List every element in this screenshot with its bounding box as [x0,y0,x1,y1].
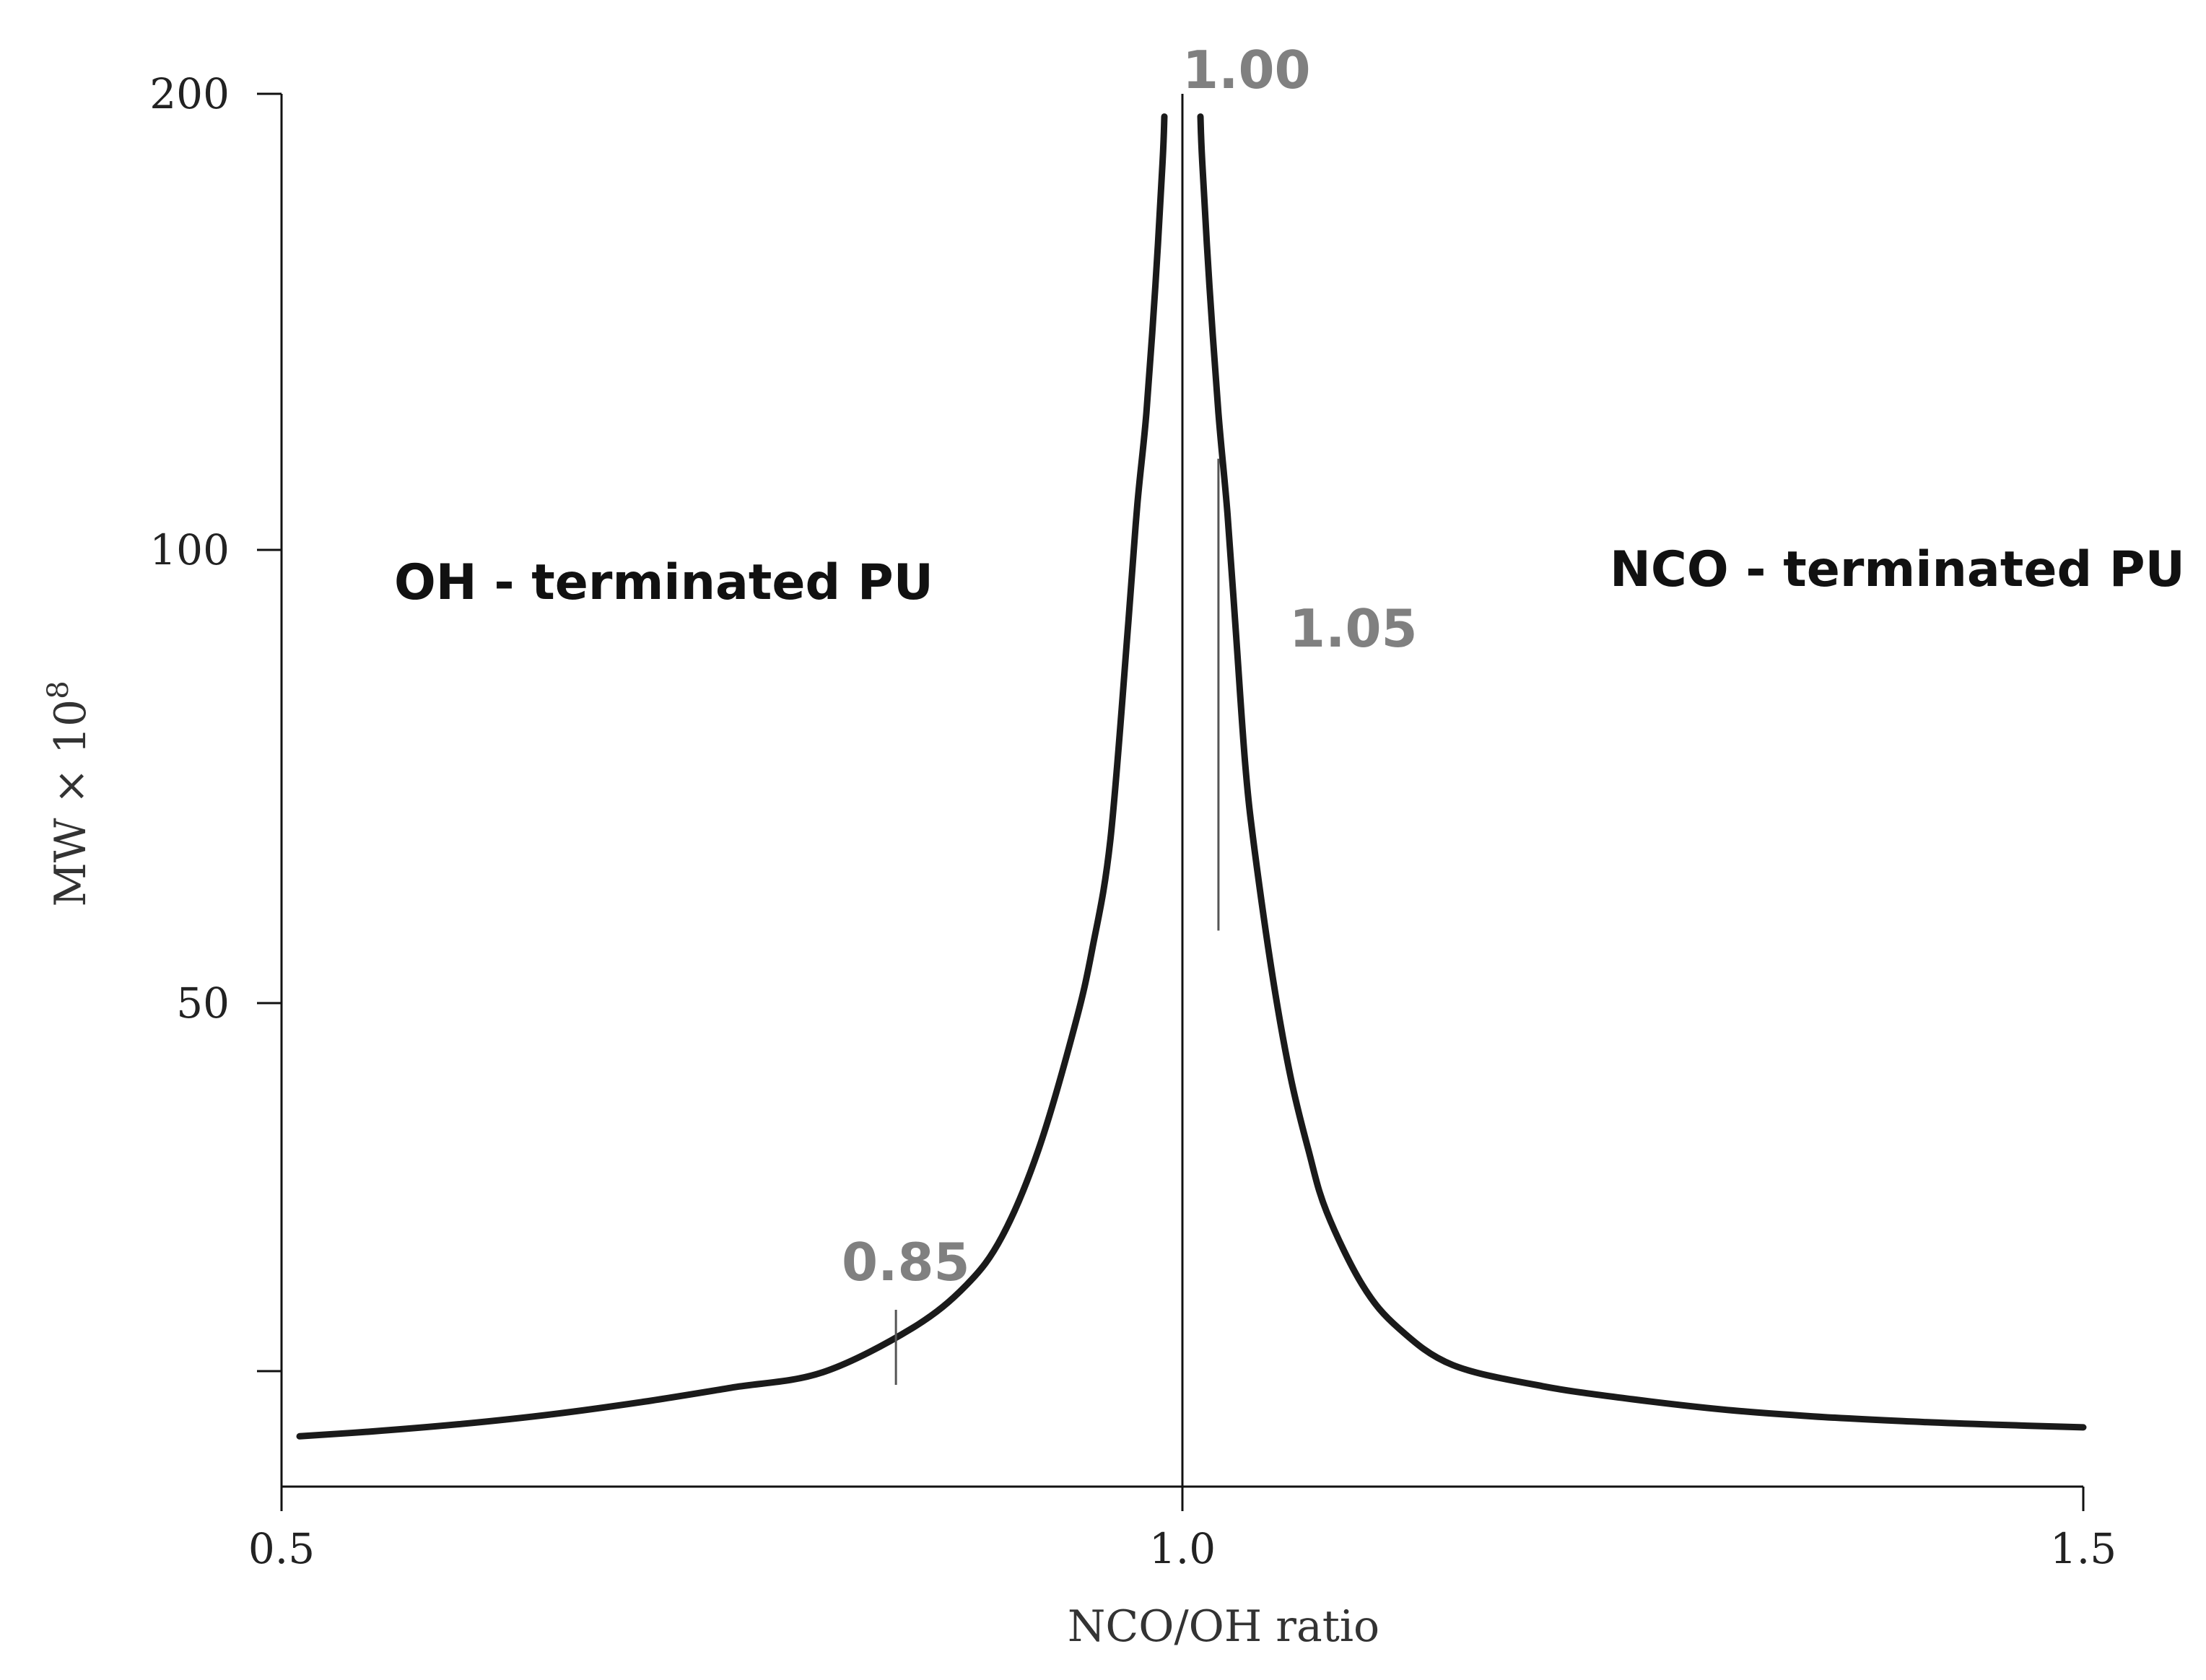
x-tick-label: 1.0 [1149,1524,1216,1573]
region-label-oh: OH - terminated PU [394,554,933,611]
y-axis-title-exponent: 8 [42,681,75,699]
y-axis-title-main: MW × 10 [45,699,96,907]
y-tick-label: 50 [176,979,230,1028]
y-tick-label: 100 [149,525,230,574]
region-label-nco: NCO - terminated PU [1610,541,2185,598]
curve-right-branch [1197,113,2087,1431]
y-axis-ticks: 50 100 200 [149,69,282,1373]
annotation-0-85: 0.85 [842,1232,970,1292]
annotation-1-00: 1.00 [1182,40,1311,100]
x-axis-ticks: 0.5 1.0 1.5 [248,1487,2116,1573]
x-axis-title: NCO/OH ratio [1068,1601,1379,1652]
annotation-1-05: 1.05 [1289,598,1418,659]
x-tick-label: 0.5 [248,1524,315,1573]
y-tick-label: 200 [149,69,230,118]
y-axis-title: MW × 108 [42,681,96,906]
x-tick-label: 1.5 [2050,1524,2116,1573]
curve-left-branch [296,113,1168,1440]
